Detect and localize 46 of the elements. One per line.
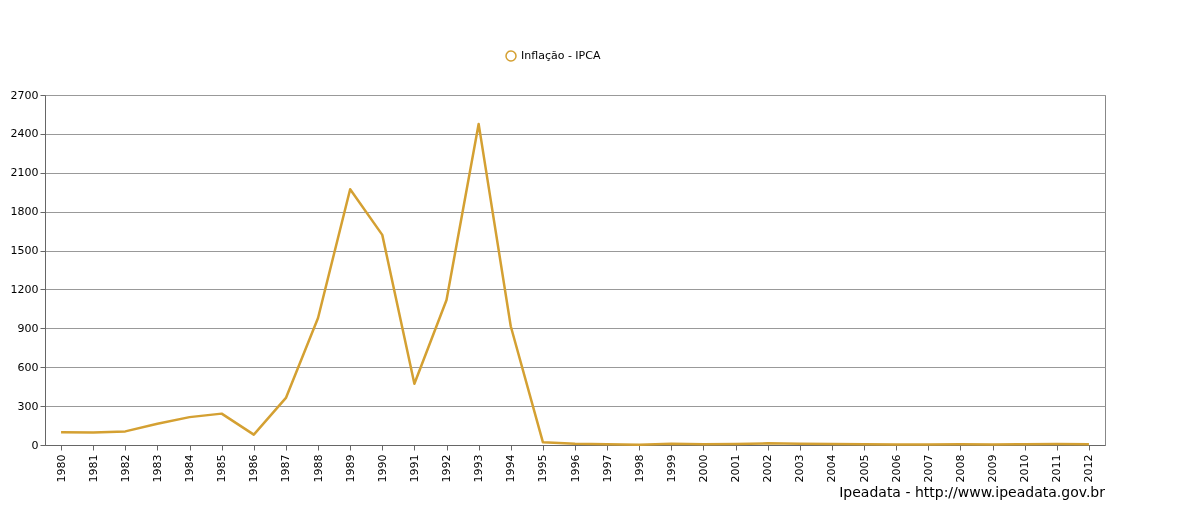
- line-series: [59, 122, 1091, 446]
- x-tick-label: 1987: [279, 454, 293, 483]
- x-tick-label: 2001: [729, 454, 743, 483]
- x-tick-label: 2007: [921, 454, 935, 483]
- x-tick-label: 2008: [953, 454, 967, 483]
- y-tick-label: 2700: [10, 88, 39, 102]
- x-tick-label: 1989: [343, 454, 357, 483]
- y-tick-label: 0: [31, 438, 39, 452]
- x-tick-label: 1988: [311, 454, 325, 483]
- x-tick-label: 1981: [86, 454, 100, 483]
- x-tick-label: 1990: [375, 454, 389, 483]
- y-tick-label: 900: [17, 321, 39, 335]
- text: Ipeadata - http://www.ipeadata.gov.br: [839, 483, 1106, 500]
- y-tick-label: 1500: [10, 244, 39, 258]
- x-tick-label: 2002: [761, 454, 775, 483]
- x-tick-label: 2012: [1082, 454, 1096, 483]
- x-tick-label: 1997: [600, 454, 614, 483]
- x-tick-label: 2000: [696, 454, 710, 483]
- x-tick-label: 1992: [440, 454, 454, 483]
- x-tick-label: 1984: [183, 454, 197, 483]
- x-tick-label: 2010: [1018, 454, 1032, 483]
- y-tick-label: 600: [17, 360, 39, 374]
- x-tick-label: 1994: [504, 454, 518, 483]
- x-tick-label: 1998: [632, 454, 646, 483]
- x-tick-label: 1980: [54, 454, 68, 483]
- x-tick-label: 1982: [118, 454, 132, 483]
- y-tick-label: 1200: [10, 282, 39, 296]
- x-tick-label: 2004: [825, 454, 839, 483]
- x-tick-label: 1991: [407, 454, 421, 483]
- y-tick-label: 1800: [10, 205, 39, 219]
- legend-label: Inflação - IPCA: [521, 49, 601, 62]
- x-tick-label: 2005: [857, 454, 871, 483]
- y-tick-label: 2400: [10, 127, 39, 141]
- x-tick-label: 1996: [568, 454, 582, 483]
- x-tick-label: 1986: [247, 454, 261, 483]
- x-tick-label: 1995: [536, 454, 550, 483]
- x-tick-label: 1985: [215, 454, 229, 483]
- x-tick-label: 1993: [472, 454, 486, 483]
- y-tick-label: 2100: [10, 166, 39, 180]
- x-tick-label: 2009: [986, 454, 1000, 483]
- x-tick-label: 1999: [664, 454, 678, 483]
- y-tick-label: 300: [17, 399, 39, 413]
- x-tick-label: 2006: [889, 454, 903, 483]
- x-tick-label: 1983: [150, 454, 164, 483]
- x-tick-label: 2011: [1050, 454, 1064, 483]
- x-tick-label: 2003: [793, 454, 807, 483]
